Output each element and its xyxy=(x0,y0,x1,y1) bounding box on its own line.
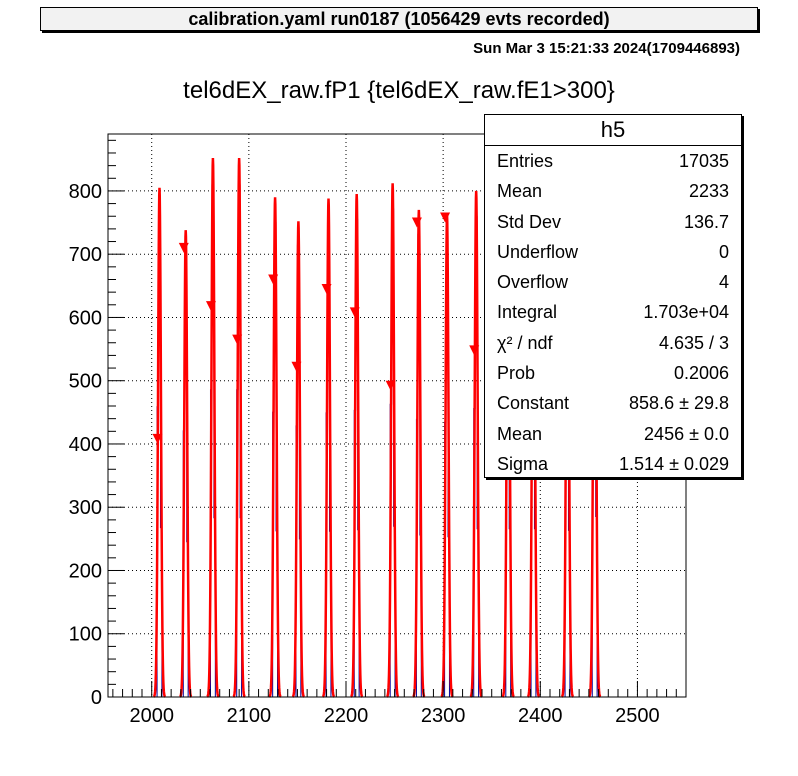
peak-marker xyxy=(411,217,422,228)
axes: 2000 2100 2200 2300 2400 2500 0 100 200 300 400 500… xyxy=(69,139,687,727)
y-tick-label: 600 xyxy=(69,307,102,329)
peak-marker xyxy=(385,380,396,391)
x-tick-label: 2400 xyxy=(518,705,563,727)
y-tick-label: 400 xyxy=(69,434,102,456)
stats-row: Mean 2456 ± 0.0 xyxy=(497,423,729,444)
y-tick-label: 800 xyxy=(69,181,102,203)
peak-marker xyxy=(469,345,480,356)
stats-row: Entries 17035 xyxy=(497,151,729,171)
stats-row: χ² / ndf 4.635 / 3 xyxy=(497,332,729,353)
x-tick-label: 2000 xyxy=(129,705,174,727)
y-tick-label: 300 xyxy=(69,497,102,519)
peak-marker xyxy=(268,274,279,285)
y-tick-label: 0 xyxy=(91,687,102,709)
y-tick-label: 700 xyxy=(69,244,102,266)
stats-title: h5 xyxy=(485,115,741,146)
stats-row: Prob 0.2006 xyxy=(497,363,729,384)
stats-box: h5 Entries 17035 Mean 2233 Std Dev 136.7 Un… xyxy=(484,114,742,478)
y-tick-label: 500 xyxy=(69,371,102,393)
x-tick-label: 2300 xyxy=(421,705,466,727)
stats-row: Overflow 4 xyxy=(497,272,729,293)
peak-marker xyxy=(440,212,451,223)
peak-marker xyxy=(321,283,332,294)
stats-row: Constant 858.6 ± 29.8 xyxy=(497,393,729,414)
x-tick-label: 2100 xyxy=(227,705,272,727)
peak-marker xyxy=(178,242,189,253)
peak-marker xyxy=(152,433,163,444)
stats-row: Mean 2233 xyxy=(497,181,729,202)
peak-marker xyxy=(291,361,302,372)
y-tick-label: 200 xyxy=(69,560,102,582)
peak-marker xyxy=(232,334,243,345)
stats-row: Sigma 1.514 ± 0.029 xyxy=(497,453,729,474)
peak-marker xyxy=(349,307,360,318)
stats-row: Integral 1.703e+04 xyxy=(497,302,729,323)
peak-marker xyxy=(205,301,216,312)
peak-markers xyxy=(152,212,480,444)
canvas-banner: calibration.yaml run0187 (1056429 evts r… xyxy=(40,7,758,31)
x-tick-label: 2200 xyxy=(324,705,369,727)
stats-row: Std Dev 136.7 xyxy=(497,211,729,232)
date-stamp: Sun Mar 3 15:21:33 2024(1709446893) xyxy=(473,40,740,57)
x-tick-label: 2500 xyxy=(615,705,660,727)
y-tick-label: 100 xyxy=(69,624,102,646)
plot-title: tel6dEX_raw.fP1 {tel6dEX_raw.fE1>300} xyxy=(183,77,615,104)
stats-row: Underflow 0 xyxy=(497,241,729,262)
